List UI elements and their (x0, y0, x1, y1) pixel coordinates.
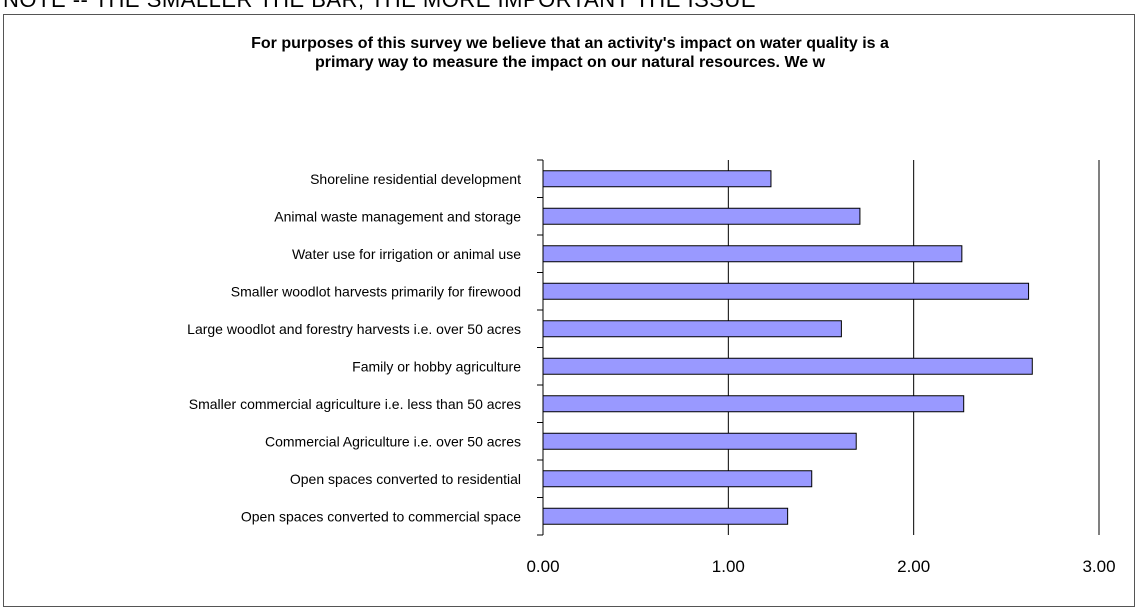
header-note: NOTE -- THE SMALLER THE BAR, THE MORE IM… (0, 0, 1141, 12)
bar (542, 507, 789, 525)
bar (542, 357, 1033, 375)
category-label: Family or hobby agriculture (352, 358, 521, 374)
chart-title: For purposes of this survey we believe t… (100, 34, 1040, 72)
category-label: Open spaces converted to residential (290, 471, 521, 487)
bar (542, 207, 861, 225)
category-label: Shoreline residential development (310, 171, 521, 187)
chart-title-line-1: For purposes of this survey we believe t… (251, 35, 889, 52)
x-tick-label: 3.00 (1082, 557, 1115, 576)
bar (542, 395, 965, 413)
category-label: Smaller woodlot harvests primarily for f… (231, 283, 521, 299)
bar (542, 170, 772, 188)
x-tick-label: 2.00 (897, 557, 930, 576)
category-label: Water use for irrigation or animal use (292, 246, 521, 262)
category-label: Open spaces converted to commercial spac… (241, 508, 521, 524)
category-label: Smaller commercial agriculture i.e. less… (189, 396, 521, 412)
bar (542, 282, 1030, 300)
bar (542, 432, 857, 450)
bar (542, 320, 842, 338)
x-tick-label: 1.00 (712, 557, 745, 576)
bar (542, 245, 963, 263)
bar (542, 470, 813, 488)
chart-title-line-2: primary way to measure the impact on our… (314, 54, 826, 71)
category-label: Large woodlot and forestry harvests i.e.… (187, 321, 521, 337)
x-tick-label: 0.00 (526, 557, 559, 576)
category-label: Commercial Agriculture i.e. over 50 acre… (265, 433, 521, 449)
category-label: Animal waste management and storage (274, 208, 521, 224)
